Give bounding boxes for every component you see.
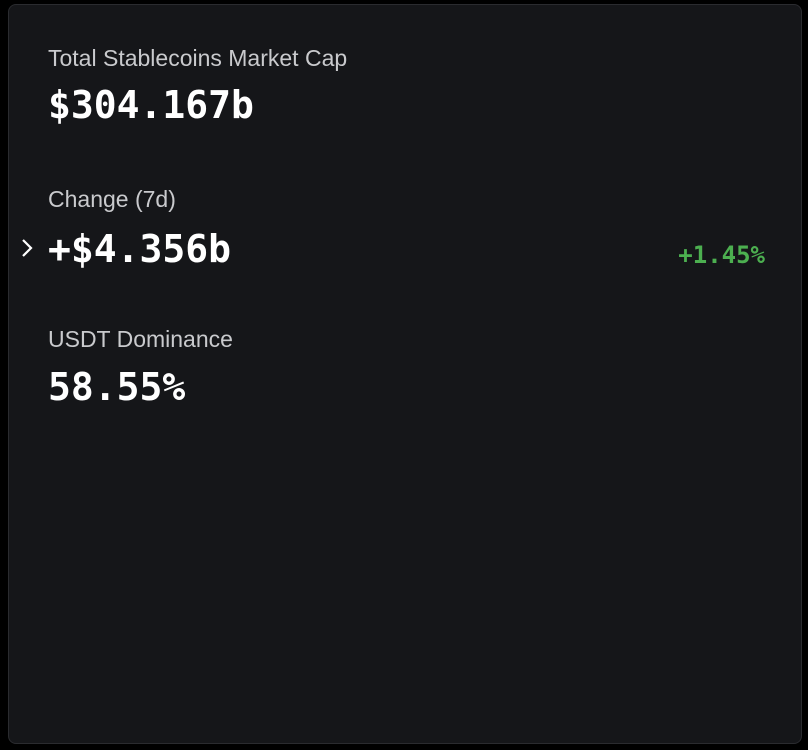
change-percent: +1.45% [678, 241, 765, 269]
expand-chevron[interactable] [19, 237, 35, 259]
stat-label: Change (7d) [48, 186, 176, 212]
stat-value: $304.167b [48, 83, 254, 127]
stat-value: 58.55% [48, 365, 186, 409]
stat-label: Total Stablecoins Market Cap [48, 45, 348, 71]
stat-value: +$4.356b [48, 227, 232, 271]
stat-label: USDT Dominance [48, 326, 233, 352]
stats-card: Total Stablecoins Market Cap $304.167b C… [8, 4, 802, 744]
